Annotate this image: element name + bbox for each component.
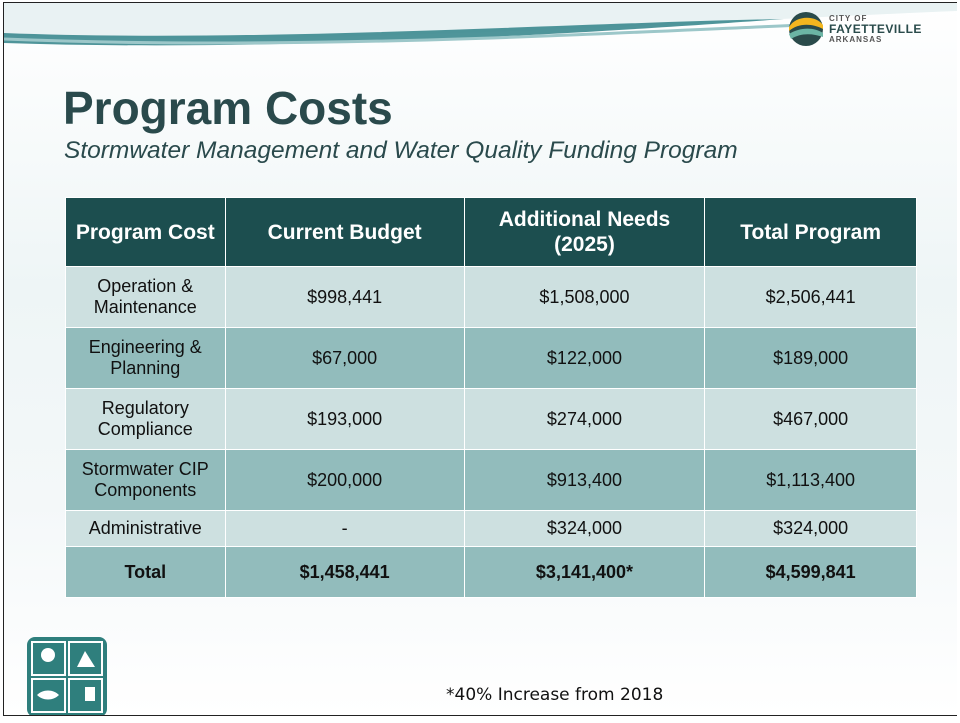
total-cell: Total: [65, 546, 226, 598]
logo-line: CITY OF: [829, 14, 868, 23]
table-row: Operation & Maintenance $998,441 $1,508,00…: [65, 266, 917, 328]
logo-line: FAYETTEVILLE: [829, 22, 922, 36]
table-cell: Administrative: [65, 510, 226, 547]
table-cell: Engineering & Planning: [65, 327, 226, 389]
subtitle: Stormwater Management and Water Quality …: [64, 137, 738, 164]
header-swoosh: [4, 3, 957, 46]
table-row: Stormwater CIP Components $200,000 $913,40…: [65, 449, 917, 511]
table-cell: $998,441: [224, 266, 465, 328]
table-row: Regulatory Compliance $193,000 $274,000 $46…: [65, 388, 917, 450]
footnote: *40% Increase from 2018: [446, 685, 664, 705]
table-cell: $324,000: [704, 510, 917, 547]
table-cell: $122,000: [463, 327, 706, 389]
table-row: Administrative - $324,000 $324,000: [65, 510, 917, 547]
table-cell: $1,508,000: [463, 266, 706, 328]
table-cell: -: [224, 510, 465, 547]
table-cell: $467,000: [704, 388, 917, 450]
table-cell: Regulatory Compliance: [65, 388, 226, 450]
logo-mark: [789, 12, 823, 46]
column-header: Program Cost: [65, 197, 226, 267]
table-cell: $913,400: [463, 449, 706, 511]
total-cell: $1,458,441: [224, 546, 465, 598]
table-cell: $274,000: [463, 388, 706, 450]
city-logo: CITY OF FAYETTEVILLE ARKANSAS: [784, 9, 957, 49]
table-cell: $200,000: [224, 449, 465, 511]
logo-line: ARKANSAS: [829, 35, 883, 44]
column-header: Current Budget: [224, 197, 465, 267]
total-row: Total $1,458,441 $3,141,400* $4,599,841: [65, 546, 917, 598]
table-cell: $1,113,400: [704, 449, 917, 511]
table-cell: $2,506,441: [704, 266, 917, 328]
total-cell: $4,599,841: [704, 546, 917, 598]
table-cell: $189,000: [704, 327, 917, 389]
table-cell: Operation & Maintenance: [65, 266, 226, 328]
program-icon: [27, 637, 107, 715]
table-cell: $67,000: [224, 327, 465, 389]
cost-table: Program Cost Current Budget Additional Nee…: [65, 197, 917, 598]
column-header: Total Program: [704, 197, 917, 267]
column-header: Additional Needs (2025): [463, 197, 706, 267]
table-cell: $324,000: [463, 510, 706, 547]
total-cell: $3,141,400*: [463, 546, 706, 598]
table-cell: $193,000: [224, 388, 465, 450]
table-cell: Stormwater CIP Components: [65, 449, 226, 511]
table-row: Engineering & Planning $67,000 $122,000 $18…: [65, 327, 917, 389]
slide: CITY OF FAYETTEVILLE ARKANSAS Program Co…: [3, 2, 957, 716]
header-row: Program Cost Current Budget Additional Nee…: [65, 197, 917, 267]
title: Program Costs: [63, 82, 393, 134]
